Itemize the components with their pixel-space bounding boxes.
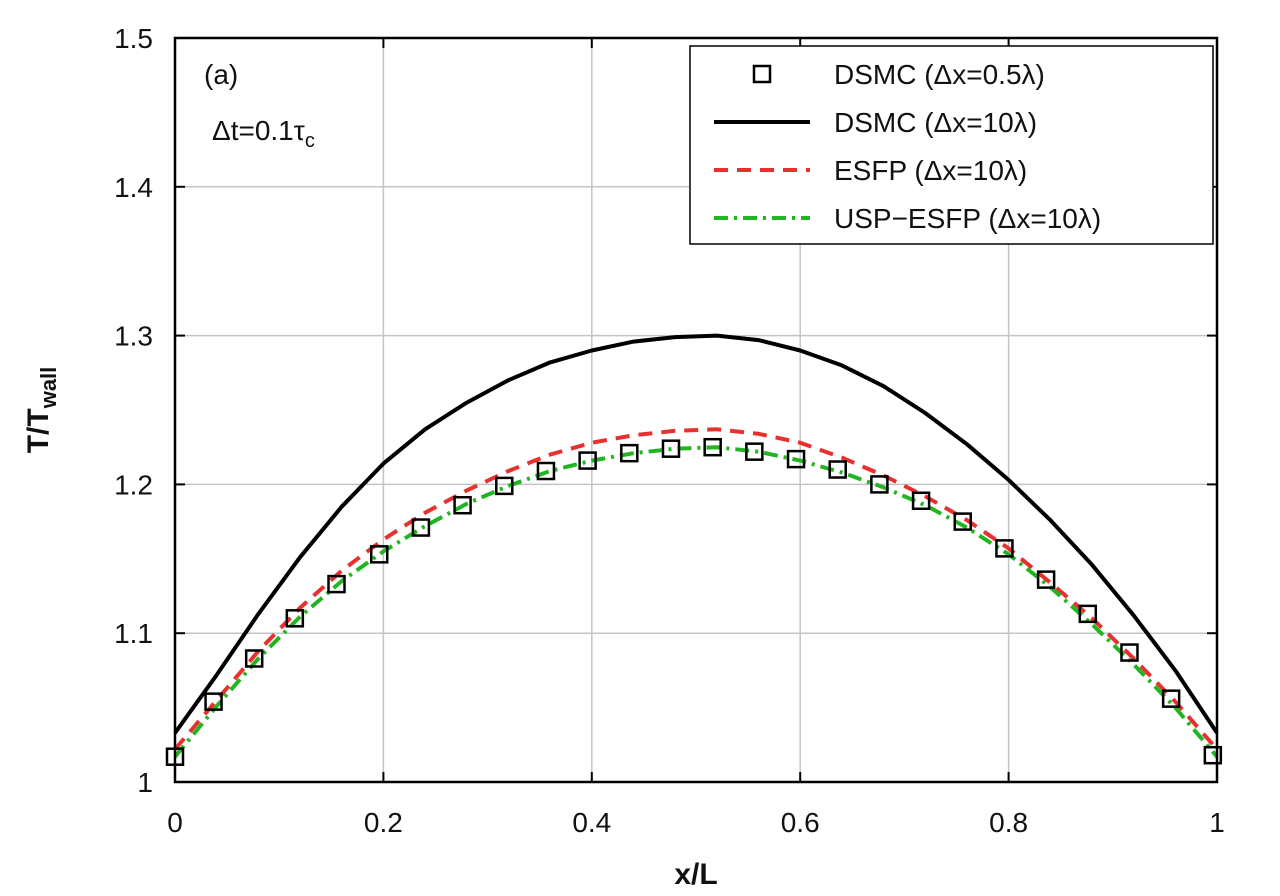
series-line-2 bbox=[173, 427, 1219, 751]
legend-label: DSMC (Δx=10λ) bbox=[834, 107, 1037, 138]
data-point-marker bbox=[1203, 745, 1223, 765]
data-point-marker bbox=[204, 692, 223, 711]
data-point-marker bbox=[828, 460, 847, 479]
legend-label: ESFP (Δx=10λ) bbox=[834, 155, 1027, 186]
legend-label: DSMC (Δx=0.5λ) bbox=[834, 59, 1045, 90]
data-point-marker bbox=[1161, 689, 1181, 708]
y-tick-label: 1.1 bbox=[114, 618, 153, 649]
legend-swatch-marker bbox=[752, 64, 772, 84]
data-point-marker bbox=[661, 439, 681, 458]
data-point-marker bbox=[327, 574, 346, 594]
legend-label: USP−ESFP (Δx=10λ) bbox=[834, 203, 1101, 234]
series-line-3 bbox=[173, 445, 1219, 758]
axis-ticks: 0 0.2 0.4 0.6 0.8 1 1 1.1 1.2 1.3 1.4 1.5 bbox=[114, 23, 1225, 838]
y-axis-label: T/Twall bbox=[22, 367, 61, 454]
data-point-marker bbox=[369, 545, 389, 564]
plot-frame bbox=[173, 36, 1219, 784]
x-tick-label: 0.6 bbox=[781, 807, 820, 838]
series-dsmc-fine bbox=[165, 437, 1223, 766]
data-point-marker bbox=[911, 491, 931, 511]
data-point-marker bbox=[745, 442, 764, 461]
y-tick-label: 1.3 bbox=[114, 321, 153, 352]
plot-series bbox=[165, 333, 1223, 766]
x-tick-label: 0 bbox=[167, 807, 183, 838]
x-tick-label: 0.2 bbox=[364, 807, 403, 838]
series-line-1 bbox=[173, 333, 1219, 735]
y-axis-label-sub: wall bbox=[36, 367, 61, 410]
legend: DSMC (Δx=0.5λ) DSMC (Δx=10λ) ESFP (Δx=10λ)… bbox=[689, 45, 1214, 245]
data-point-marker bbox=[870, 475, 889, 494]
data-point-marker bbox=[453, 495, 472, 515]
y-tick-label: 1.5 bbox=[114, 23, 153, 54]
y-axis-label-main: T/T bbox=[22, 408, 55, 453]
data-point-marker bbox=[244, 649, 264, 668]
data-point-marker bbox=[953, 512, 973, 531]
data-point-marker bbox=[285, 609, 305, 628]
data-point-marker bbox=[620, 443, 639, 463]
x-tick-label: 0.4 bbox=[572, 807, 611, 838]
data-point-marker bbox=[495, 476, 514, 496]
legend-items: DSMC (Δx=0.5λ) DSMC (Δx=10λ) ESFP (Δx=10λ)… bbox=[714, 59, 1101, 234]
legend-box bbox=[689, 45, 1214, 245]
timestep-annotation-main: Δt=0.1τ bbox=[212, 115, 305, 146]
timestep-annotation-sub: c bbox=[305, 130, 315, 152]
y-tick-label: 1 bbox=[137, 767, 153, 798]
y-tick-label: 1.4 bbox=[114, 172, 153, 203]
data-point-marker bbox=[1036, 570, 1056, 589]
data-point-marker bbox=[411, 518, 431, 537]
x-tick-label: 0.8 bbox=[989, 807, 1028, 838]
data-point-marker bbox=[578, 451, 597, 470]
data-point-marker bbox=[995, 539, 1014, 558]
data-point-marker bbox=[786, 449, 806, 469]
panel-label: (a) bbox=[204, 59, 238, 90]
data-point-marker bbox=[1078, 604, 1098, 624]
data-point-marker bbox=[703, 437, 722, 457]
x-axis-label: x/L bbox=[674, 858, 717, 891]
data-point-marker bbox=[536, 461, 556, 481]
timestep-annotation: Δt=0.1τc bbox=[212, 115, 315, 152]
x-tick-label: 1 bbox=[1209, 807, 1225, 838]
data-point-marker bbox=[1120, 643, 1139, 662]
y-tick-label: 1.2 bbox=[114, 469, 153, 500]
